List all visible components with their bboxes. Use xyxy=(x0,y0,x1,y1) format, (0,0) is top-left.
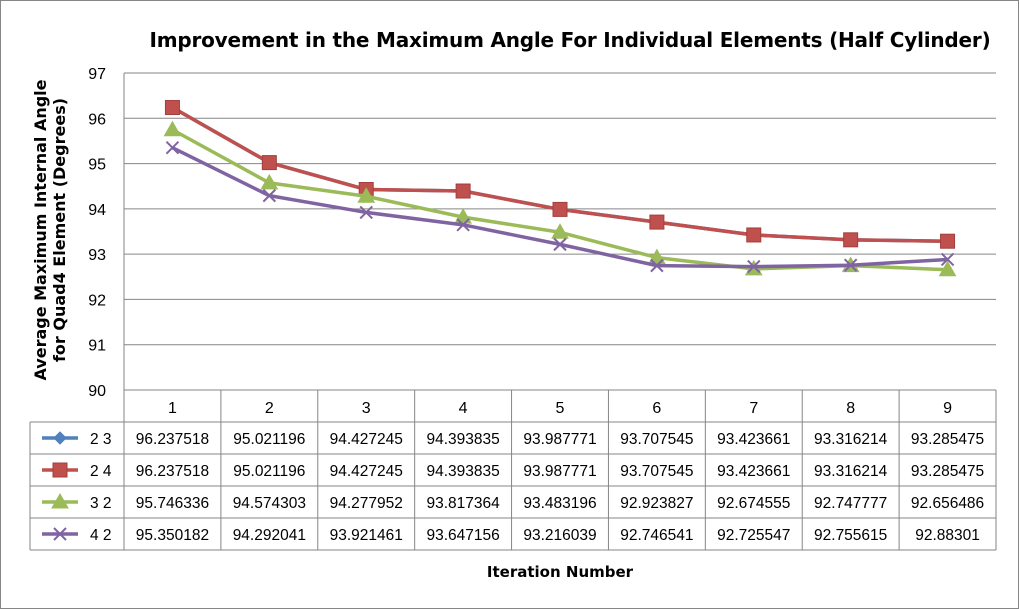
legend-marker-2 xyxy=(51,492,69,509)
table-cell-value: 93.817364 xyxy=(426,495,500,512)
series-3-point xyxy=(843,258,858,272)
legend-marker-0 xyxy=(53,431,67,445)
legend-marker-1 xyxy=(52,462,68,478)
series-line-0 xyxy=(171,106,948,243)
table-cell-value: 93.285475 xyxy=(911,431,984,448)
series-1-point xyxy=(940,233,956,249)
series-2-point xyxy=(938,260,957,277)
y-tick-label: 94 xyxy=(88,202,106,219)
table-cell-value: 95.746336 xyxy=(136,495,209,512)
table-cell-value: 92.746541 xyxy=(620,527,693,544)
y-tick-label: 93 xyxy=(88,247,106,264)
legend-label: 4 2 xyxy=(90,527,112,544)
y-tick-label: 91 xyxy=(88,338,106,355)
y-tick-label: 95 xyxy=(88,157,106,174)
x-axis-label: Iteration Number xyxy=(486,563,634,581)
table-cell-value: 94.574303 xyxy=(233,495,306,512)
series-3-point xyxy=(165,141,180,155)
x-tick-label: 9 xyxy=(943,400,952,417)
series-1-point xyxy=(261,155,277,171)
series-1-point xyxy=(649,214,665,230)
x-tick-label: 7 xyxy=(749,400,758,417)
x-tick-label: 3 xyxy=(362,400,371,417)
table-cell-value: 93.647156 xyxy=(426,527,499,544)
table-cell-value: 94.292041 xyxy=(233,527,306,544)
table-cell-value: 94.427245 xyxy=(330,463,403,480)
table-cell-value: 92.725547 xyxy=(717,527,790,544)
legend-label: 3 2 xyxy=(90,495,112,512)
series-3-point xyxy=(456,218,470,232)
x-tick-label: 4 xyxy=(459,400,468,417)
table-cell-value: 94.393835 xyxy=(426,463,499,480)
table-cell-value: 93.316214 xyxy=(814,463,888,480)
table-cell-value: 93.987771 xyxy=(523,431,596,448)
series-2-point xyxy=(163,120,182,137)
table-cell-value: 93.707545 xyxy=(620,463,693,480)
legend-label: 2 3 xyxy=(90,431,112,448)
table-cell-value: 92.755615 xyxy=(814,527,887,544)
x-tick-label: 8 xyxy=(846,400,855,417)
y-tick-label: 90 xyxy=(88,383,106,400)
table-cell-value: 93.707545 xyxy=(620,431,693,448)
x-tick-label: 1 xyxy=(168,400,177,417)
legend-marker-3 xyxy=(53,527,67,541)
table-cell-value: 94.393835 xyxy=(426,431,499,448)
table-cell-value: 92.923827 xyxy=(620,495,693,512)
series-3-point xyxy=(650,258,664,273)
series-2-point xyxy=(551,223,569,239)
x-tick-label: 6 xyxy=(652,400,661,417)
legend-label: 2 4 xyxy=(90,463,112,480)
series-1-point xyxy=(164,100,180,116)
chart-title: Improvement in the Maximum Angle For Ind… xyxy=(149,28,991,52)
table-cell-value: 93.423661 xyxy=(717,463,790,480)
y-tick-label: 92 xyxy=(88,292,106,309)
series-1-point xyxy=(455,183,471,199)
table-cell-value: 93.216039 xyxy=(523,527,596,544)
table-cell-value: 92.747777 xyxy=(814,495,887,512)
table-cell-value: 93.921461 xyxy=(330,527,403,544)
table-cell-value: 92.674555 xyxy=(717,495,790,512)
series-1-point xyxy=(746,227,762,243)
x-tick-label: 2 xyxy=(265,400,274,417)
series-2-point xyxy=(260,173,279,190)
table-cell-value: 92.88301 xyxy=(915,527,980,544)
series-line-1 xyxy=(171,106,948,243)
table-cell-value: 94.277952 xyxy=(330,495,403,512)
series-1-point xyxy=(552,201,568,217)
series-1-point xyxy=(843,232,859,248)
x-tick-label: 5 xyxy=(556,400,565,417)
table-cell-value: 95.350182 xyxy=(136,527,209,544)
table-cell-value: 95.021196 xyxy=(233,431,305,448)
table-cell-value: 93.316214 xyxy=(814,431,888,448)
table-cell-value: 94.427245 xyxy=(330,431,403,448)
series-3-point xyxy=(940,252,955,267)
table-cell-value: 93.483196 xyxy=(523,495,596,512)
series-2-point xyxy=(357,187,376,203)
table-cell-value: 93.987771 xyxy=(523,463,596,480)
series-3-point xyxy=(553,237,567,252)
table-cell-value: 93.423661 xyxy=(717,431,790,448)
y-tick-label: 97 xyxy=(88,66,106,83)
table-cell-value: 93.285475 xyxy=(911,463,984,480)
table-cell-value: 95.021196 xyxy=(233,463,305,480)
series-3-point xyxy=(359,205,373,220)
series-2-point xyxy=(648,248,666,265)
table-cell-value: 96.237518 xyxy=(136,431,209,448)
y-tick-label: 96 xyxy=(88,111,106,128)
table-cell-value: 92.656486 xyxy=(911,495,984,512)
series-3-point xyxy=(747,259,761,274)
series-3-point xyxy=(262,188,277,203)
table-cell-value: 96.237518 xyxy=(136,463,209,480)
